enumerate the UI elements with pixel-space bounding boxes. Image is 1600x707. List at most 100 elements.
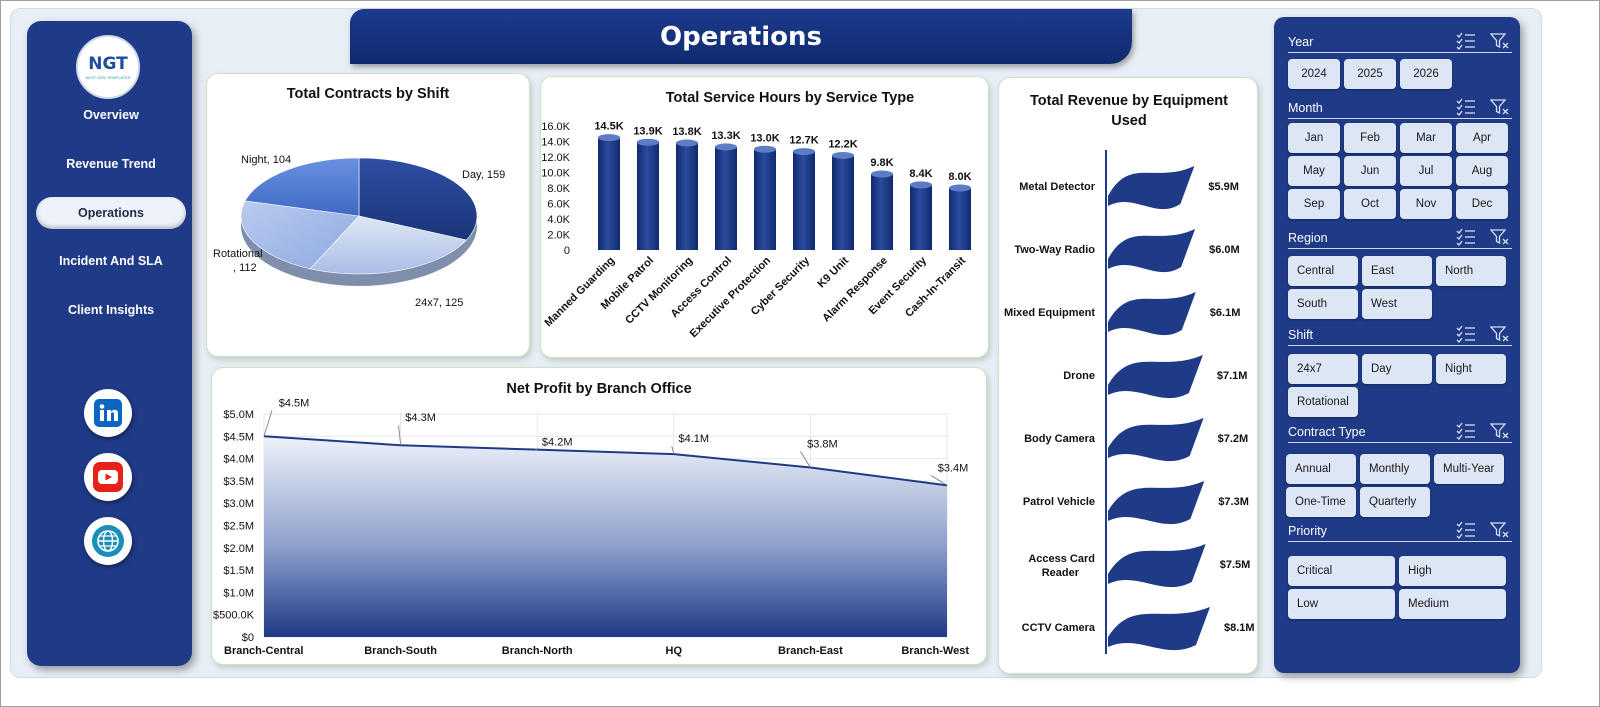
clear-filter-button[interactable] <box>1489 32 1510 53</box>
slicer-option-dec[interactable]: Dec <box>1456 189 1508 219</box>
revenue-bar <box>1108 607 1210 651</box>
slicer-option-sep[interactable]: Sep <box>1288 189 1340 219</box>
slicer-option-day[interactable]: Day <box>1362 354 1432 384</box>
sidebar: NGT NEXT GEN TEMPLATES Overview Revenue … <box>27 21 192 666</box>
slicer-option-quarterly[interactable]: Quarterly <box>1360 487 1430 517</box>
nav-operations[interactable]: Operations <box>36 197 186 229</box>
clear-filter-button[interactable] <box>1489 521 1510 542</box>
category-label: Two-Way Radio <box>1014 244 1095 256</box>
slicer-option-feb[interactable]: Feb <box>1344 123 1396 153</box>
multi-select-button[interactable] <box>1456 32 1476 53</box>
multi-select-button[interactable] <box>1456 228 1476 249</box>
slicer-option-aug[interactable]: Aug <box>1456 156 1508 186</box>
x-tick-label: K9 Unit <box>815 254 851 290</box>
clear-filter-button[interactable] <box>1489 228 1510 249</box>
data-label-leader <box>671 446 675 455</box>
nav-overview[interactable]: Overview <box>83 108 139 122</box>
slicer-header-icons <box>1456 98 1510 119</box>
revenue-chart-title: Total Revenue by Equipment Used <box>1030 93 1228 129</box>
nav-client-insights[interactable]: Client Insights <box>67 303 155 317</box>
slicer-header-priority: Priority <box>1288 520 1512 542</box>
revenue-data-label: $6.0M <box>1209 244 1240 256</box>
x-tick-label: CCTV Monitoring <box>623 255 695 327</box>
revenue-data-label: $5.9M <box>1208 181 1239 193</box>
slicer-option-monthly[interactable]: Monthly <box>1360 454 1430 484</box>
slicer-option-multi-year[interactable]: Multi-Year <box>1434 454 1504 484</box>
bar-data-label: 14.5K <box>594 121 623 133</box>
slicer-option-night[interactable]: Night <box>1436 354 1506 384</box>
slicer-option-high[interactable]: High <box>1399 556 1506 586</box>
slicer-option-central[interactable]: Central <box>1288 256 1358 286</box>
category-label: Reader <box>1042 567 1080 579</box>
multi-select-button[interactable] <box>1456 521 1476 542</box>
slicer-title: Priority <box>1288 523 1327 538</box>
multi-select-button[interactable] <box>1456 98 1476 119</box>
bar <box>949 188 971 250</box>
area-data-label: $4.3M <box>405 412 436 424</box>
pie-slice <box>309 215 467 275</box>
slicer-option-2024[interactable]: 2024 <box>1288 59 1340 89</box>
clear-filter-icon <box>1489 522 1509 538</box>
slicer-option-24x7[interactable]: 24x7 <box>1288 354 1358 384</box>
slicer-option-east[interactable]: East <box>1362 256 1432 286</box>
slicer-option-jan[interactable]: Jan <box>1288 123 1340 153</box>
logo-subtext: NEXT GEN TEMPLATES <box>85 75 131 80</box>
x-tick-label: Branch-Central <box>224 645 303 657</box>
multi-select-button[interactable] <box>1456 422 1476 443</box>
slicer-option-mar[interactable]: Mar <box>1400 123 1452 153</box>
page-title: Operations <box>660 21 822 52</box>
slicer-option-low[interactable]: Low <box>1288 589 1395 619</box>
website-button[interactable] <box>84 517 132 565</box>
revenue-data-label: $7.3M <box>1218 496 1249 508</box>
x-tick-label: Branch-South <box>364 645 437 657</box>
slicer-option-apr[interactable]: Apr <box>1456 123 1508 153</box>
x-tick-label: Branch-West <box>901 645 969 657</box>
category-label: CCTV Camera <box>1022 622 1096 634</box>
slicer-option-one-time[interactable]: One-Time <box>1286 487 1356 517</box>
slicer-option-medium[interactable]: Medium <box>1399 589 1506 619</box>
bar <box>715 146 737 250</box>
multi-select-icon <box>1456 422 1475 440</box>
slicer-option-nov[interactable]: Nov <box>1400 189 1452 219</box>
slicer-option-west[interactable]: West <box>1362 289 1432 319</box>
slicer-option-north[interactable]: North <box>1436 256 1506 286</box>
nav-revenue-trend[interactable]: Revenue Trend <box>66 157 156 171</box>
multi-select-icon <box>1456 228 1475 246</box>
service-hours-chart-title: Total Service Hours by Service Type <box>665 90 915 106</box>
slicer-option-2025[interactable]: 2025 <box>1344 59 1396 89</box>
slicer-option-2026[interactable]: 2026 <box>1400 59 1452 89</box>
slicer-option-may[interactable]: May <box>1288 156 1340 186</box>
revenue-data-label: $6.1M <box>1210 307 1241 319</box>
slicer-option-annual[interactable]: Annual <box>1286 454 1356 484</box>
bar <box>793 151 815 250</box>
clear-filter-icon <box>1489 326 1509 342</box>
revenue-bar <box>1108 166 1195 210</box>
youtube-button[interactable] <box>84 453 132 501</box>
clear-filter-button[interactable] <box>1489 98 1510 119</box>
slicer-option-jul[interactable]: Jul <box>1400 156 1452 186</box>
clear-filter-button[interactable] <box>1489 422 1510 443</box>
y-tick-label: 8.0K <box>547 183 570 195</box>
slicer-option-rotational[interactable]: Rotational <box>1288 387 1358 417</box>
slicer-option-jun[interactable]: Jun <box>1344 156 1396 186</box>
revenue-by-equipment-card: Total Revenue by Equipment Used $5.9M Met… <box>998 77 1258 674</box>
clear-filter-icon <box>1489 33 1509 49</box>
revenue-bar <box>1108 292 1196 336</box>
slicer-option-oct[interactable]: Oct <box>1344 189 1396 219</box>
revenue-bar <box>1108 481 1205 525</box>
net-profit-chart-title: Net Profit by Branch Office <box>506 381 692 397</box>
bar <box>871 174 893 250</box>
clear-filter-icon <box>1489 99 1509 115</box>
pie-slice <box>244 157 360 217</box>
y-tick-label: $5.0M <box>223 409 254 421</box>
nav-incident-and-sla[interactable]: Incident And SLA <box>59 254 163 268</box>
clear-filter-button[interactable] <box>1489 325 1510 346</box>
multi-select-button[interactable] <box>1456 325 1476 346</box>
revenue-flag-chart: $5.9M Metal Detector $6.0M Two-Way Radio $6.… <box>1004 150 1255 654</box>
slicer-option-south[interactable]: South <box>1288 289 1358 319</box>
x-tick-label: HQ <box>666 645 683 657</box>
y-tick-label: $3.0M <box>223 498 254 510</box>
slicer-option-critical[interactable]: Critical <box>1288 556 1395 586</box>
linkedin-button[interactable] <box>84 389 132 437</box>
category-label: Body Camera <box>1024 433 1096 445</box>
